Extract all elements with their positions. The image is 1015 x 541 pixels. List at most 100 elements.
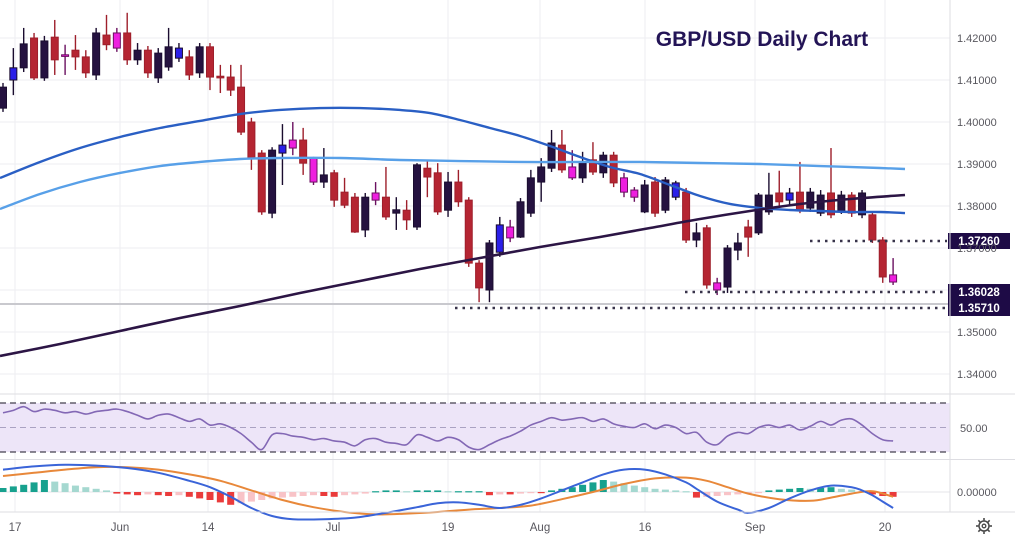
candle-body [0, 86, 7, 109]
macd-histogram-bar [620, 483, 628, 492]
price-axis-label: 1.38000 [957, 201, 997, 213]
macd-histogram-bar [227, 492, 235, 505]
candle-body [795, 191, 804, 211]
candle-body [537, 166, 546, 183]
candle-body [40, 40, 49, 79]
candle-body [806, 191, 815, 209]
candle-body [444, 181, 453, 211]
candle-body [868, 214, 877, 241]
macd-histogram-bar [392, 490, 400, 492]
macd-histogram-bar [413, 490, 421, 492]
candle-body [692, 232, 701, 241]
candle-body [837, 194, 846, 213]
candle-body [578, 161, 587, 179]
candle-body [102, 34, 111, 46]
time-axis-label: 16 [639, 522, 652, 534]
macd-histogram-bar [206, 492, 214, 500]
candle-body [661, 179, 670, 211]
candle-body [858, 192, 867, 216]
candle-body [568, 166, 577, 179]
rsi-line [2, 405, 894, 451]
candle-body [381, 196, 390, 218]
time-axis-label: 19 [442, 522, 455, 534]
candle-body [9, 67, 18, 81]
macd-histogram-bar [0, 488, 7, 492]
rsi-panel [0, 402, 950, 453]
price-axis-label: 1.41000 [957, 75, 997, 87]
candle-body [340, 191, 349, 206]
candle-body [557, 144, 566, 171]
macd-histogram-bar [423, 490, 431, 492]
price-axis-label: 1.40000 [957, 117, 997, 129]
candle-body [112, 32, 121, 49]
candle-body [516, 201, 525, 238]
candle-body [195, 46, 204, 74]
macd-histogram-bar [837, 488, 845, 492]
macd-histogram-bar [517, 492, 524, 494]
macd-histogram-bar [724, 492, 731, 496]
macd-histogram-bar [630, 485, 638, 492]
candle-body [588, 159, 597, 173]
candle-body [682, 191, 691, 241]
price-level-label: 1.36028 [958, 287, 1000, 299]
macd-histogram-bar [755, 492, 763, 494]
candle-body [764, 194, 773, 213]
macd-histogram-bar [351, 492, 359, 495]
candle-body [71, 49, 80, 58]
price-level-label-box [948, 300, 1010, 316]
candle-body [433, 172, 442, 213]
price-axis-label: 1.34000 [957, 369, 997, 381]
candle-body [174, 47, 183, 59]
macd-line [2, 463, 894, 521]
macd-histogram-bar [506, 492, 514, 495]
macd-histogram-bar [775, 489, 783, 492]
macd-histogram-bar [889, 492, 897, 497]
macd-histogram-bar [485, 492, 493, 496]
candle-body [350, 196, 359, 233]
candle-body [713, 282, 722, 291]
candle-body [423, 167, 432, 178]
time-axis-label: Aug [530, 522, 550, 534]
macd-histogram-bar [341, 492, 349, 496]
macd-histogram-bar [796, 488, 804, 492]
time-axis-label: Jul [326, 522, 341, 534]
macd-signal-line [2, 465, 894, 516]
candle-body [775, 192, 784, 203]
macd-histogram-bar [527, 492, 535, 494]
price-axis-label: 1.42000 [957, 33, 997, 45]
macd-histogram-bar [868, 492, 876, 495]
candle-body [526, 177, 535, 214]
candle-body [133, 49, 142, 61]
candle-body [278, 144, 287, 154]
candle-body [268, 149, 277, 214]
macd-histogram-bar [444, 491, 452, 493]
macd-histogram-bar [548, 490, 556, 492]
candle-body [785, 192, 794, 201]
macd-histogram-bar [672, 490, 680, 492]
macd-histogram-bar [144, 492, 152, 495]
macd-histogram-bar [113, 492, 121, 494]
macd-histogram-bar [372, 491, 380, 493]
macd-histogram-bar [185, 492, 193, 497]
candle-body [92, 32, 101, 76]
candle-body [237, 86, 246, 133]
macd-histogram-bar [278, 492, 286, 498]
macd-histogram-bar [361, 492, 369, 494]
candle-body [206, 46, 214, 78]
candle-body [61, 54, 70, 57]
macd-histogram-bar [289, 492, 297, 497]
candle-body [185, 56, 194, 76]
time-axis-label: 17 [9, 522, 22, 534]
candle-body [475, 262, 484, 289]
settings-gear-icon[interactable] [976, 518, 992, 534]
macd-histogram-bar [330, 492, 338, 497]
macd-histogram-bar [299, 492, 307, 496]
candle-body [226, 76, 235, 91]
candle-body [392, 209, 401, 214]
price-level-label-box [948, 284, 1010, 300]
macd-histogram-bar [454, 491, 462, 493]
candle-body [216, 75, 225, 79]
macd-histogram-bar [682, 491, 690, 493]
macd-histogram-bar [475, 491, 483, 493]
